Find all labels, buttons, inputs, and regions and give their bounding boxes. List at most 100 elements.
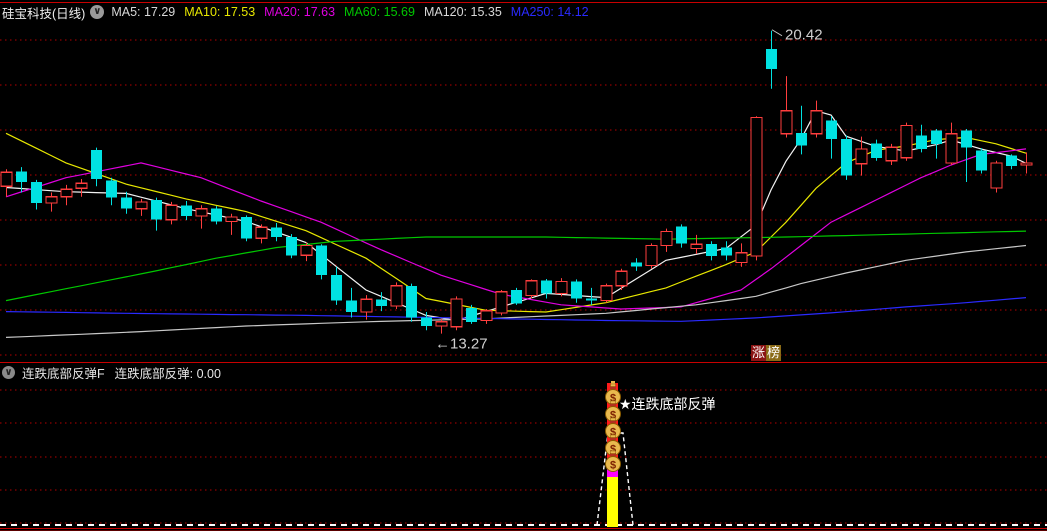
svg-text:$: $ xyxy=(610,460,616,472)
candle-up xyxy=(900,125,913,159)
money-bag-icon: $ xyxy=(605,381,621,405)
rank-badge-char[interactable]: 涨 xyxy=(751,345,767,361)
candle-up xyxy=(0,171,13,187)
top-border-line xyxy=(0,2,1047,3)
candle-down xyxy=(421,317,432,326)
candle-up xyxy=(255,226,268,239)
candle-up xyxy=(615,270,628,287)
candle-down xyxy=(961,130,972,148)
candle-down xyxy=(1006,155,1017,166)
ma-values: MA5: 17.29 MA10: 17.53 MA20: 17.63 MA60: 15… xyxy=(111,5,597,19)
low-annotation: ←13.27 xyxy=(435,336,488,353)
candle-up xyxy=(165,204,178,221)
candle-up xyxy=(690,243,703,250)
ma-line-ma120 xyxy=(5,244,1027,338)
rank-badge-char[interactable]: 榜 xyxy=(766,345,782,361)
candle-up xyxy=(390,285,403,307)
candle-down xyxy=(316,245,327,276)
candle-down xyxy=(121,197,132,209)
main-chart-header: 硅宝科技(日线) ∨ MA5: 17.29 MA10: 17.53 MA20: 17… xyxy=(2,3,598,21)
candle-down xyxy=(211,208,222,222)
candle-down xyxy=(286,237,297,256)
indicator-panel-header: ∨ 连跌底部反弹F 连跌底部反弹: 0.00 xyxy=(2,364,221,381)
ma-line-ma10 xyxy=(5,132,1027,313)
candle-down xyxy=(346,300,357,313)
ma-line-ma60 xyxy=(5,230,1027,302)
candle-down xyxy=(376,299,387,307)
signal-bar-segment xyxy=(607,477,618,527)
candle-up xyxy=(195,208,208,217)
candle-down xyxy=(841,138,852,176)
candle-down xyxy=(631,262,642,267)
high-annotation: 20.42 xyxy=(785,27,823,44)
candle-down xyxy=(586,298,597,301)
money-bag-icon: $ xyxy=(605,450,621,472)
stock-title: 硅宝科技(日线) xyxy=(2,6,86,21)
candle-up xyxy=(45,196,58,204)
candle-down xyxy=(826,120,837,139)
ma-value-ma5: MA5: 17.29 xyxy=(111,5,176,19)
candle-up xyxy=(810,110,823,135)
rank-badge[interactable]: 涨榜 xyxy=(751,345,782,361)
candle-down xyxy=(271,227,282,238)
candle-down xyxy=(406,285,417,318)
indicator-signal-chart[interactable]: $$$$$★连跌底部反弹 xyxy=(0,381,1047,531)
candle-up xyxy=(855,148,868,165)
chevron-down-icon[interactable]: ∨ xyxy=(90,5,105,19)
candle-down xyxy=(766,48,777,69)
panel-divider-line xyxy=(0,362,1047,363)
indicator-tab[interactable]: 连跌底部反弹F xyxy=(22,367,105,381)
candle-down xyxy=(151,200,162,220)
candle-down xyxy=(331,275,342,301)
indicator-value: 连跌底部反弹: 0.00 xyxy=(114,367,221,381)
candle-up xyxy=(135,201,148,210)
candle-down xyxy=(721,247,732,256)
ma-line-ma250 xyxy=(5,297,1027,322)
ma-value-ma20: MA20: 17.63 xyxy=(264,5,336,19)
candle-up xyxy=(945,133,958,164)
candle-up xyxy=(1020,162,1033,166)
svg-text:$: $ xyxy=(610,393,616,405)
ma-value-ma250: MA250: 14.12 xyxy=(510,5,589,19)
candle-up xyxy=(75,182,88,189)
candle-up xyxy=(780,110,793,135)
svg-text:$: $ xyxy=(610,444,616,456)
signal-label: ★连跌底部反弹 xyxy=(619,396,716,412)
high-leader-line xyxy=(771,29,783,37)
candle-up xyxy=(990,162,1003,189)
candle-up xyxy=(555,280,568,294)
candle-up xyxy=(225,216,238,222)
candle-down xyxy=(91,150,102,180)
candle-up xyxy=(525,280,538,297)
candle-down xyxy=(541,280,552,294)
candle-up xyxy=(660,230,673,247)
candle-up xyxy=(480,310,493,322)
chevron-down-icon[interactable]: ∨ xyxy=(2,366,15,379)
money-bag-icon: $ xyxy=(605,417,621,439)
main-candlestick-chart[interactable]: 20.42 ←13.27 xyxy=(0,21,1047,362)
candle-down xyxy=(241,217,252,239)
candle-down xyxy=(571,281,582,299)
candle-up xyxy=(750,116,763,257)
candle-up xyxy=(60,188,73,198)
ma-value-ma120: MA120: 15.35 xyxy=(423,5,502,19)
candle-up xyxy=(600,285,613,302)
candle-up xyxy=(360,298,373,313)
bottom-border-line xyxy=(0,528,1047,529)
candle-down xyxy=(796,132,807,146)
candle-down xyxy=(706,244,717,257)
candle-down xyxy=(16,171,27,182)
candle-up xyxy=(645,244,658,267)
svg-text:$: $ xyxy=(610,427,616,439)
ma-line-ma20 xyxy=(5,148,1027,310)
candle-down xyxy=(511,289,522,304)
candle-down xyxy=(916,135,927,149)
candle-down xyxy=(976,150,987,171)
candle-up xyxy=(885,146,898,162)
candle-up xyxy=(495,291,508,314)
ma-value-ma60: MA60: 15.69 xyxy=(344,5,415,19)
candle-up xyxy=(450,298,463,328)
candle-up xyxy=(300,244,313,256)
candle-down xyxy=(466,307,477,322)
